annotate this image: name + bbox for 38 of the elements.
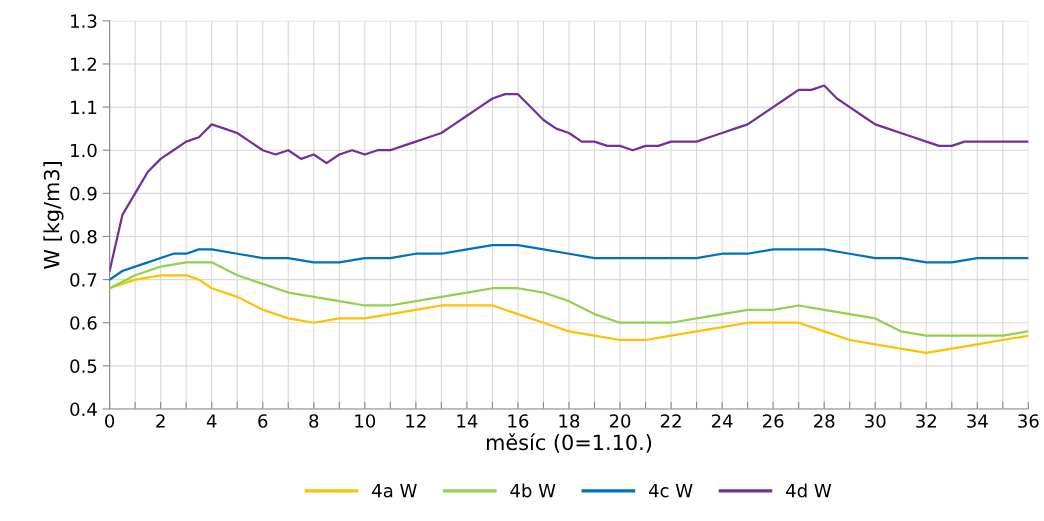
line-series <box>109 84 1029 273</box>
x-tick-label: 2 <box>156 414 165 428</box>
y-tick-label: 1.3 <box>71 14 97 28</box>
legend-label: 4a W <box>372 484 417 498</box>
y-tick-label: 0.5 <box>70 359 97 373</box>
y-tick-label: 0.6 <box>70 316 97 330</box>
x-tick-label: 4 <box>206 414 217 428</box>
x-tick-label: 22 <box>660 414 681 428</box>
x-tick-label: 36 <box>1018 414 1039 428</box>
line-series <box>109 243 1029 281</box>
x-tick-label: 8 <box>309 414 319 428</box>
x-tick-label: 30 <box>865 414 886 428</box>
x-tick-label: 26 <box>762 414 784 428</box>
x-tick-label: 14 <box>457 414 478 428</box>
x-tick-label: 28 <box>814 414 835 428</box>
x-tick-label: 18 <box>559 414 580 428</box>
y-tick-label: 1.0 <box>71 143 97 158</box>
x-tick-label: 10 <box>355 414 376 428</box>
y-tick-label: 0.4 <box>70 402 97 417</box>
x-tick-label: 32 <box>916 414 936 428</box>
y-tick-label: 1.2 <box>71 57 97 71</box>
y-axis-title: W [kg/m3] <box>43 162 64 269</box>
y-tick-label: 0.7 <box>70 273 97 287</box>
legend-label: 4d W <box>786 483 832 498</box>
x-tick-label: 16 <box>508 414 529 428</box>
legend-label: 4b W <box>510 483 556 498</box>
line-series <box>109 261 1029 337</box>
x-tick-label: 6 <box>258 414 268 428</box>
x-tick-label: 20 <box>609 414 631 428</box>
x-tick-label: 34 <box>967 414 988 428</box>
legend-label: 4c W <box>648 484 693 498</box>
y-tick-label: 0.9 <box>70 186 97 201</box>
y-tick-label: 0.8 <box>70 229 97 244</box>
y-tick-label: 1.1 <box>71 100 97 114</box>
x-tick-label: 0 <box>105 414 115 428</box>
x-axis-title: měsíc (0=1.10.) <box>486 433 652 453</box>
x-tick-label: 12 <box>406 414 426 428</box>
x-tick-label: 24 <box>711 414 733 428</box>
